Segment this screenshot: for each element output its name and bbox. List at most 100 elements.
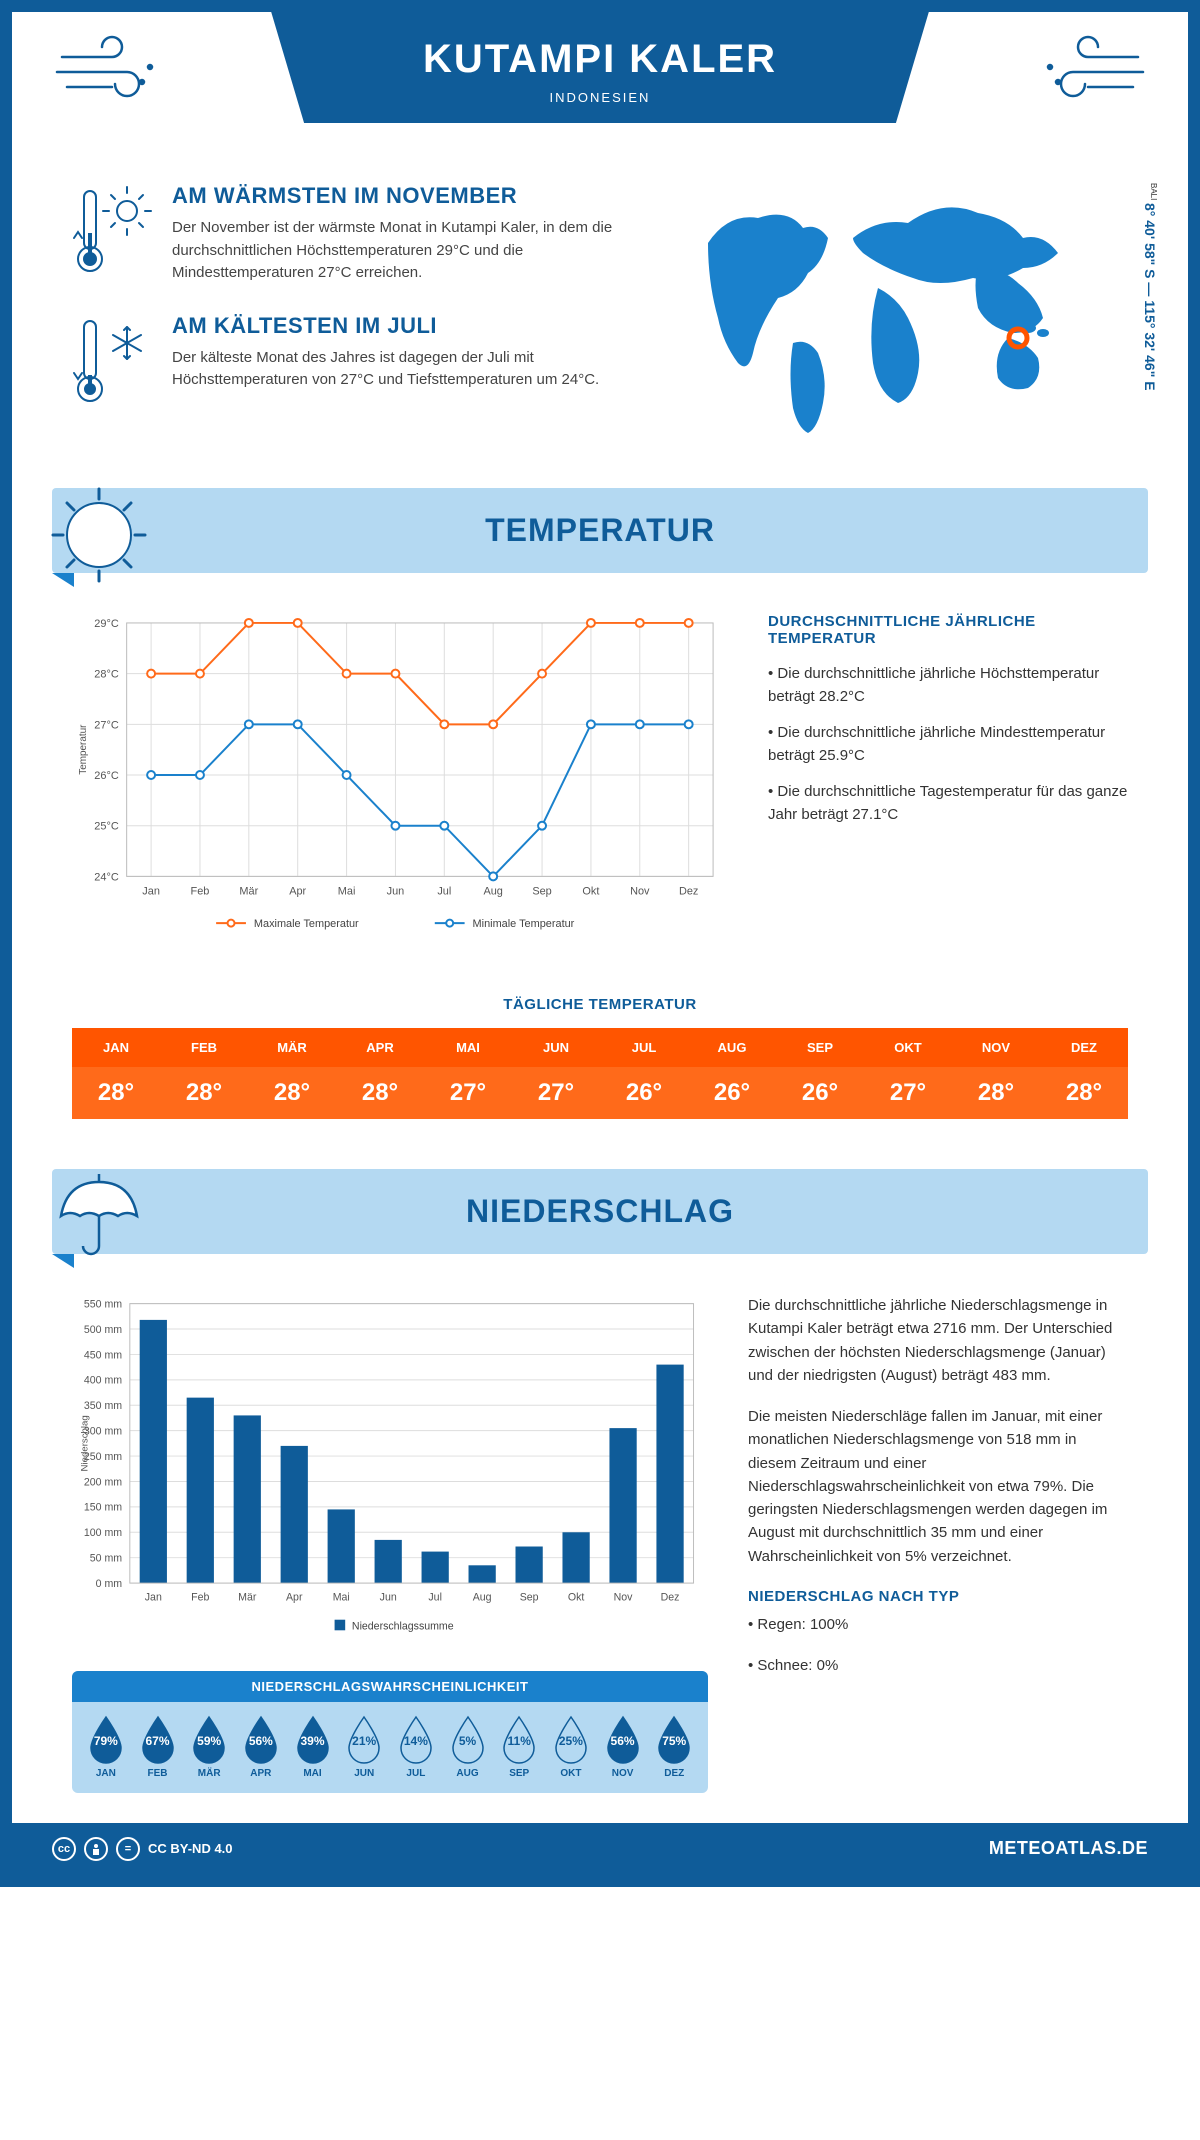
svg-text:28°C: 28°C [94,669,119,681]
prob-cell: 11% SEP [493,1714,545,1779]
prob-month: JUL [390,1768,442,1779]
svg-text:0 mm: 0 mm [96,1578,123,1590]
drop-icon: 25% [551,1714,591,1764]
drop-icon: 56% [603,1714,643,1764]
svg-text:25°C: 25°C [94,821,119,833]
cc-icon: cc [52,1837,76,1861]
prob-cell: 14% JUL [390,1714,442,1779]
svg-text:24°C: 24°C [94,871,119,883]
svg-text:500 mm: 500 mm [84,1324,122,1336]
temp-info: DURCHSCHNITTLICHE JÄHRLICHE TEMPERATUR •… [768,613,1128,946]
daily-value: 27° [864,1067,952,1119]
drop-icon: 14% [396,1714,436,1764]
svg-text:26°C: 26°C [94,770,119,782]
svg-text:Dez: Dez [661,1591,680,1603]
prob-month: DEZ [648,1768,700,1779]
daily-month: MAI [424,1028,512,1067]
prob-month: AUG [442,1768,494,1779]
prob-cell: 21% JUN [338,1714,390,1779]
prob-month: JUN [338,1768,390,1779]
svg-text:Jun: Jun [387,885,405,897]
svg-text:Dez: Dez [679,885,698,897]
svg-text:Jul: Jul [437,885,451,897]
temp-bullet: • Die durchschnittliche Tagestemperatur … [768,781,1128,826]
temp-section-header: TEMPERATUR [52,488,1148,573]
svg-text:Niederschlagssumme: Niederschlagssumme [352,1620,454,1632]
prob-cell: 79% JAN [80,1714,132,1779]
svg-text:400 mm: 400 mm [84,1375,122,1387]
daily-month: MÄR [248,1028,336,1067]
temp-title: TEMPERATUR [52,512,1148,549]
svg-text:Apr: Apr [289,885,306,897]
svg-text:Sep: Sep [532,885,551,897]
prob-cell: 56% APR [235,1714,287,1779]
coldest-block: AM KÄLTESTEN IM JULI Der kälteste Monat … [72,313,638,413]
svg-text:Temperatur: Temperatur [78,724,89,775]
coldest-text: Der kälteste Monat des Jahres ist dagege… [172,347,638,392]
prob-title: NIEDERSCHLAGSWAHRSCHEINLICHKEIT [72,1671,708,1702]
daily-value: 26° [776,1067,864,1119]
daily-month: APR [336,1028,424,1067]
title-banner: KUTAMPI KALER INDONESIEN [271,12,929,123]
wind-icon-left [52,32,162,117]
svg-text:Jun: Jun [380,1591,397,1603]
prob-cell: 39% MAI [287,1714,339,1779]
precip-bytype-item: • Regen: 100% [748,1613,1128,1636]
drop-icon: 56% [241,1714,281,1764]
precip-bytype-title: NIEDERSCHLAG NACH TYP [748,1588,1128,1605]
svg-text:50 mm: 50 mm [90,1553,123,1565]
precip-title: NIEDERSCHLAG [52,1193,1148,1230]
svg-text:550 mm: 550 mm [84,1298,122,1310]
svg-text:350 mm: 350 mm [84,1400,122,1412]
license: cc = CC BY-ND 4.0 [52,1837,233,1861]
precip-prob-box: NIEDERSCHLAGSWAHRSCHEINLICHKEIT 79% JAN … [72,1671,708,1793]
daily-value: 28° [72,1067,160,1119]
svg-text:Mär: Mär [239,885,258,897]
temp-info-title: DURCHSCHNITTLICHE JÄHRLICHE TEMPERATUR [768,613,1128,647]
svg-text:Minimale Temperatur: Minimale Temperatur [473,918,575,930]
svg-text:Feb: Feb [191,1591,209,1603]
svg-text:Okt: Okt [568,1591,585,1603]
warmest-text: Der November ist der wärmste Monat in Ku… [172,217,638,285]
daily-month: OKT [864,1028,952,1067]
svg-text:Jul: Jul [428,1591,442,1603]
svg-text:Apr: Apr [286,1591,303,1603]
prob-month: SEP [493,1768,545,1779]
prob-month: MAI [287,1768,339,1779]
license-text: CC BY-ND 4.0 [148,1841,233,1856]
precip-info: Die durchschnittliche jährliche Niedersc… [748,1294,1128,1793]
daily-value: 26° [688,1067,776,1119]
header: KUTAMPI KALER INDONESIEN [12,12,1188,153]
prob-month: MÄR [183,1768,235,1779]
drop-icon: 5% [448,1714,488,1764]
prob-cell: 25% OKT [545,1714,597,1779]
coldest-title: AM KÄLTESTEN IM JULI [172,313,638,339]
prob-month: JAN [80,1768,132,1779]
prob-cell: 56% NOV [597,1714,649,1779]
daily-month: JAN [72,1028,160,1067]
daily-month: AUG [688,1028,776,1067]
daily-month: NOV [952,1028,1040,1067]
svg-text:Nov: Nov [614,1591,634,1603]
prob-cell: 75% DEZ [648,1714,700,1779]
prob-cell: 5% AUG [442,1714,494,1779]
prob-month: OKT [545,1768,597,1779]
daily-value: 27° [424,1067,512,1119]
daily-value: 28° [160,1067,248,1119]
coords-label: 8° 40' 58" S — 115° 32' 46" E [1142,203,1158,391]
drop-icon: 67% [138,1714,178,1764]
svg-text:Mär: Mär [238,1591,257,1603]
precip-para: Die meisten Niederschläge fallen im Janu… [748,1405,1128,1568]
prob-month: APR [235,1768,287,1779]
prob-month: FEB [132,1768,184,1779]
svg-text:Mai: Mai [338,885,356,897]
by-icon [84,1837,108,1861]
svg-text:450 mm: 450 mm [84,1349,122,1361]
drop-icon: 21% [344,1714,384,1764]
prob-month: NOV [597,1768,649,1779]
thermometer-sun-icon [72,183,152,285]
daily-month: JUN [512,1028,600,1067]
daily-temp-title: TÄGLICHE TEMPERATUR [12,996,1188,1013]
svg-text:Mai: Mai [333,1591,350,1603]
svg-text:200 mm: 200 mm [84,1476,122,1488]
